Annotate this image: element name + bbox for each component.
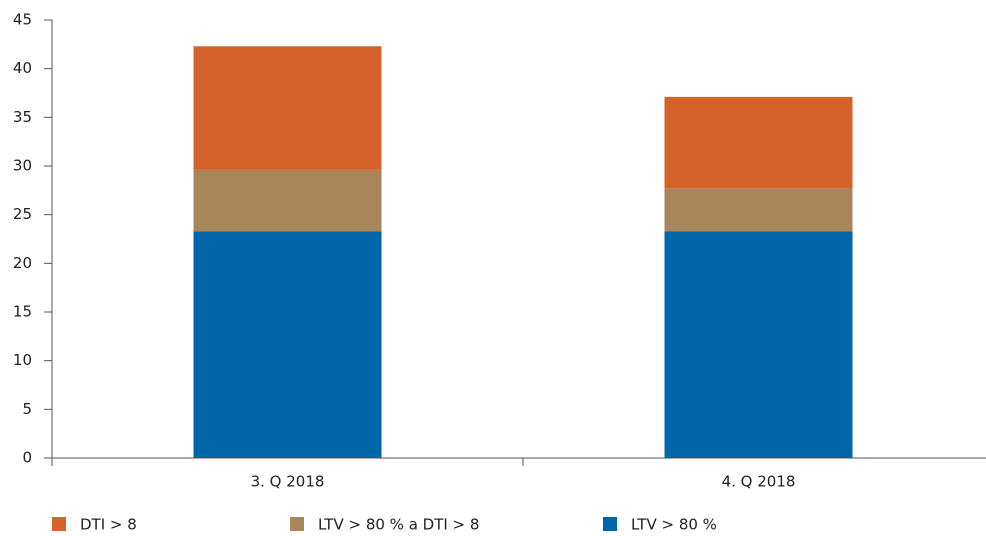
y-tick-label: 40 — [13, 59, 32, 77]
bar-segment — [664, 231, 853, 458]
legend-label: DTI > 8 — [80, 516, 137, 534]
legend-label: LTV > 80 % — [631, 516, 717, 534]
bar-segment — [664, 96, 853, 189]
bar-segment — [193, 169, 382, 232]
bar-segment — [193, 231, 382, 458]
legend-label: LTV > 80 % a DTI > 8 — [318, 516, 479, 534]
x-tick-label: 3. Q 2018 — [251, 473, 325, 491]
y-tick-label: 10 — [13, 351, 32, 369]
y-tick-label: 20 — [13, 254, 32, 272]
y-tick-label: 45 — [13, 11, 32, 29]
y-tick-label: 30 — [13, 157, 32, 175]
y-tick-label: 0 — [22, 449, 32, 467]
legend-swatch — [290, 517, 304, 531]
legend-swatch — [52, 517, 66, 531]
legend-swatch — [603, 517, 617, 531]
bar-segment — [664, 188, 853, 232]
y-tick-label: 15 — [13, 303, 32, 321]
bar-segment — [193, 46, 382, 170]
y-tick-label: 35 — [13, 108, 32, 126]
x-tick-label: 4. Q 2018 — [722, 473, 796, 491]
y-tick-label: 25 — [13, 205, 32, 223]
y-tick-label: 5 — [22, 400, 32, 418]
